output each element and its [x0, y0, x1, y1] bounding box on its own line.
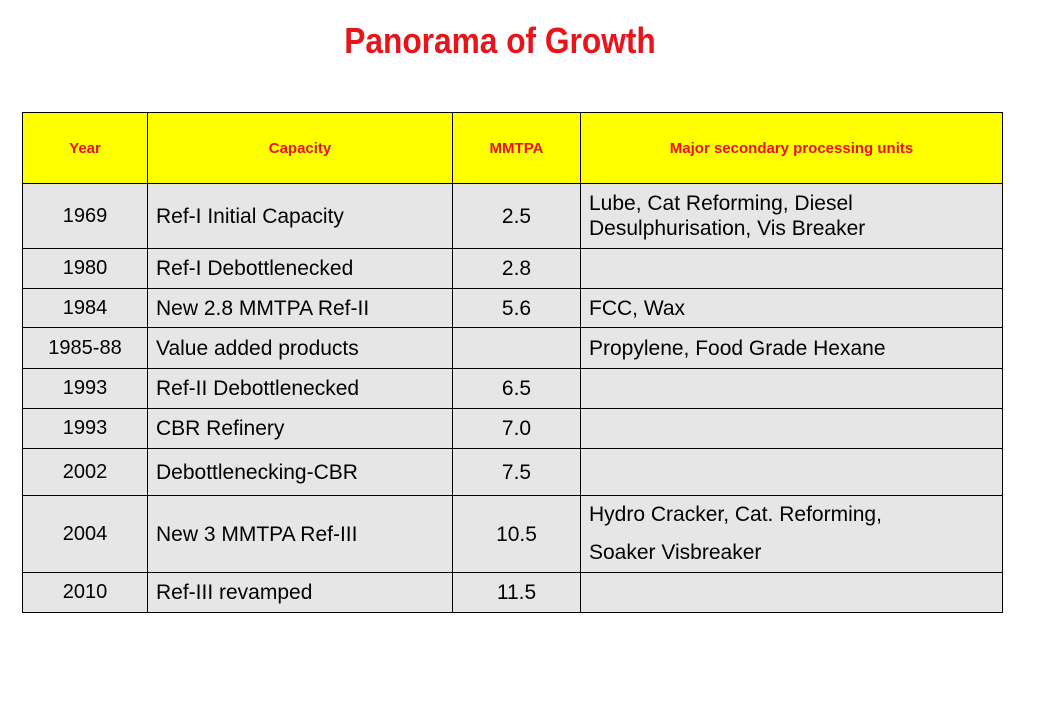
capacity-cell: New 3 MMTPA Ref-III [147, 495, 453, 573]
capacity-cell: Ref-I Initial Capacity [147, 183, 453, 249]
units-cell [580, 248, 1003, 289]
mmtpa-cell [452, 327, 581, 369]
table-row: 1980 Ref-I Debottlenecked 2.8 [22, 248, 1003, 289]
mmtpa-cell: 2.8 [452, 248, 581, 289]
header-units: Major secondary processing units [580, 112, 1003, 184]
year-cell: 1969 [22, 183, 148, 249]
year-cell: 1984 [22, 288, 148, 328]
units-cell [580, 448, 1003, 496]
header-capacity: Capacity [147, 112, 453, 184]
year-cell: 1985-88 [22, 327, 148, 369]
mmtpa-cell: 5.6 [452, 288, 581, 328]
units-cell [580, 572, 1003, 613]
table-row: 1969 Ref-I Initial Capacity 2.5 Lube, Ca… [22, 183, 1003, 249]
year-cell: 1980 [22, 248, 148, 289]
table-row: 2004 New 3 MMTPA Ref-III 10.5 Hydro Crac… [22, 495, 1003, 573]
year-cell: 1993 [22, 368, 148, 409]
mmtpa-cell: 7.0 [452, 408, 581, 449]
year-cell: 2004 [22, 495, 148, 573]
table-row: 1984 New 2.8 MMTPA Ref-II 5.6 FCC, Wax [22, 288, 1003, 328]
mmtpa-cell: 7.5 [452, 448, 581, 496]
units-cell [580, 408, 1003, 449]
capacity-cell: CBR Refinery [147, 408, 453, 449]
units-cell: Hydro Cracker, Cat. Reforming, Soaker Vi… [580, 495, 1003, 573]
capacity-cell: New 2.8 MMTPA Ref-II [147, 288, 453, 328]
year-cell: 1993 [22, 408, 148, 449]
capacity-cell: Value added products [147, 327, 453, 369]
units-cell [580, 368, 1003, 409]
table-row: 1993 CBR Refinery 7.0 [22, 408, 1003, 449]
mmtpa-cell: 11.5 [452, 572, 581, 613]
mmtpa-cell: 10.5 [452, 495, 581, 573]
table-row: 1985-88 Value added products Propylene, … [22, 327, 1003, 369]
mmtpa-cell: 2.5 [452, 183, 581, 249]
capacity-cell: Ref-I Debottlenecked [147, 248, 453, 289]
units-line: Hydro Cracker, Cat. Reforming, [589, 503, 882, 526]
capacity-cell: Debottlenecking-CBR [147, 448, 453, 496]
header-mmtpa: MMTPA [452, 112, 581, 184]
capacity-cell: Ref-II Debottlenecked [147, 368, 453, 409]
units-cell: Lube, Cat Reforming, Diesel Desulphurisa… [580, 183, 1003, 249]
capacity-cell: Ref-III revamped [147, 572, 453, 613]
mmtpa-cell: 6.5 [452, 368, 581, 409]
header-year: Year [22, 112, 148, 184]
table-row: 2010 Ref-III revamped 11.5 [22, 572, 1003, 613]
year-cell: 2002 [22, 448, 148, 496]
year-cell: 2010 [22, 572, 148, 613]
table-row: 2002 Debottlenecking-CBR 7.5 [22, 448, 1003, 496]
units-cell: FCC, Wax [580, 288, 1003, 328]
table-header-row: Year Capacity MMTPA Major secondary proc… [22, 112, 1003, 184]
table-row: 1993 Ref-II Debottlenecked 6.5 [22, 368, 1003, 409]
page-title: Panorama of Growth [344, 20, 656, 61]
units-cell: Propylene, Food Grade Hexane [580, 327, 1003, 369]
units-line: Soaker Visbreaker [589, 541, 762, 564]
growth-table: Year Capacity MMTPA Major secondary proc… [22, 112, 1003, 613]
